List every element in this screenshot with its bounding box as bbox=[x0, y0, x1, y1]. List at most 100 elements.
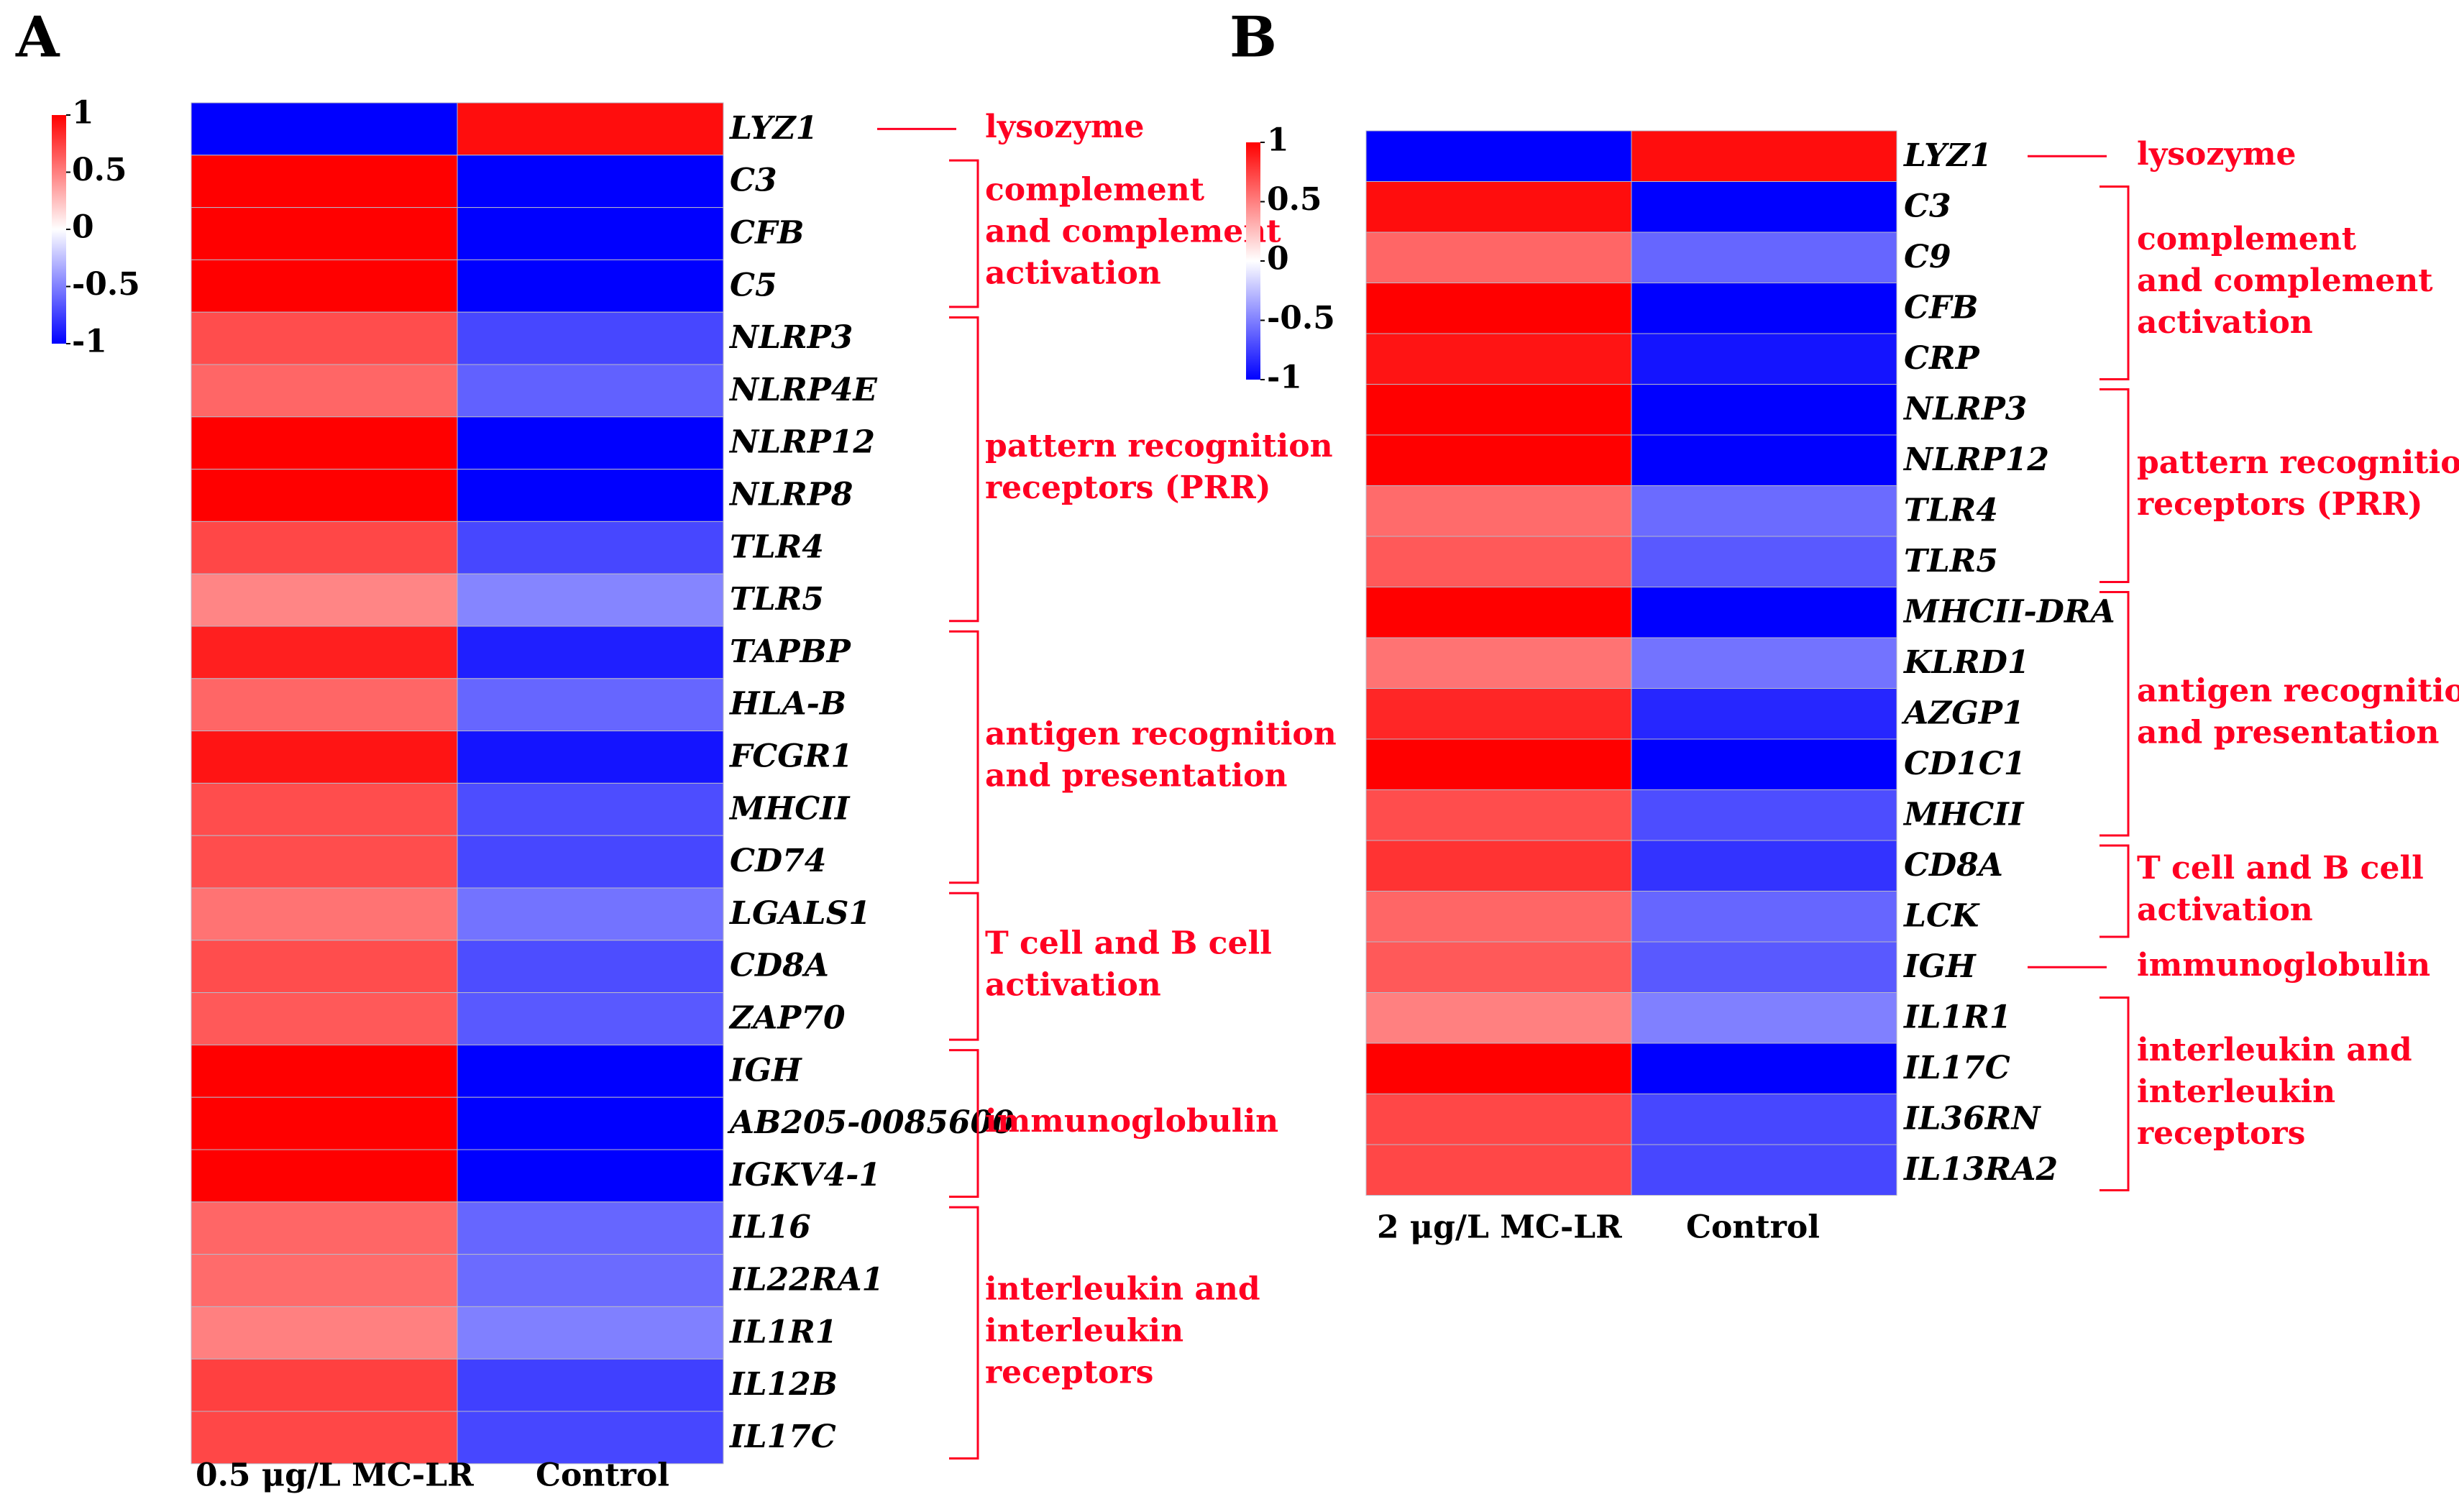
gene-label: IL12B bbox=[728, 1366, 838, 1403]
heatmap-cell bbox=[1365, 333, 1632, 385]
group-label: antigen recognition bbox=[2137, 672, 2459, 709]
heatmap-cell bbox=[191, 730, 458, 784]
heatmap-cell bbox=[191, 573, 458, 627]
heatmap-cell bbox=[191, 1254, 458, 1307]
heatmap-cell bbox=[457, 364, 724, 418]
column-label: 2 μg/L MC-LR bbox=[1377, 1209, 1622, 1246]
heatmap-cell bbox=[191, 887, 458, 941]
gene-label: C3 bbox=[730, 162, 777, 199]
heatmap-cell bbox=[457, 1306, 724, 1360]
heatmap-cell bbox=[1365, 232, 1632, 283]
group-label: and presentation bbox=[2137, 714, 2440, 751]
group-bracket bbox=[949, 630, 979, 884]
gene-label: NLRP3 bbox=[1902, 390, 2027, 427]
heatmap-cell bbox=[1631, 181, 1897, 233]
heatmap-cell bbox=[191, 1096, 458, 1150]
heatmap-panel-b: B 1 0.5 0 -0.5 -1 LYZ1 C3 C9 CFB CRP NLRP3 NLRP12 TLR… bbox=[1230, 5, 2459, 1246]
group-bracket bbox=[2099, 388, 2130, 583]
group-label: pattern recognition bbox=[985, 428, 1333, 464]
colorbar-tick-label: -0.5 bbox=[1267, 300, 1335, 336]
gene-label: CRP bbox=[1904, 340, 1981, 377]
gene-label: C5 bbox=[730, 267, 777, 303]
heatmap-cell bbox=[1631, 434, 1897, 486]
group-bracket bbox=[2099, 996, 2130, 1191]
gene-label: IGH bbox=[728, 1052, 802, 1089]
heatmap-cell bbox=[191, 1411, 458, 1465]
gene-label: MHCII bbox=[728, 790, 851, 827]
heatmap-cell bbox=[1365, 840, 1632, 892]
heatmap-cell bbox=[1365, 283, 1632, 334]
gene-label: TLR5 bbox=[730, 581, 824, 618]
heatmap-cell bbox=[191, 1201, 458, 1255]
gene-label: IL13RA2 bbox=[1902, 1151, 2058, 1188]
heatmap-cell bbox=[457, 678, 724, 732]
heatmap-cell bbox=[457, 1201, 724, 1255]
heatmap-cell bbox=[191, 521, 458, 574]
group-label: antigen recognition bbox=[985, 716, 1337, 753]
group-label: immunoglobulin bbox=[2137, 947, 2430, 984]
heatmap-cell bbox=[1631, 941, 1897, 993]
heatmap-cell bbox=[457, 1358, 724, 1412]
heatmap-cell bbox=[457, 992, 724, 1045]
heatmap-cell bbox=[1631, 333, 1897, 385]
heatmap-cell bbox=[1365, 485, 1632, 537]
heatmap-cell bbox=[1365, 941, 1632, 993]
panel-label: A bbox=[15, 5, 60, 70]
group-bracket bbox=[949, 316, 979, 623]
gene-label: CFB bbox=[730, 215, 804, 252]
heatmap-cell bbox=[457, 1149, 724, 1203]
gene-label: TLR5 bbox=[1904, 543, 1998, 579]
group-label: T cell and B cell bbox=[985, 925, 1272, 962]
gene-label: NLRP4E bbox=[728, 372, 878, 408]
group-label: receptors bbox=[985, 1354, 1153, 1390]
heatmap-cell bbox=[191, 835, 458, 889]
heatmap-cell bbox=[457, 469, 724, 522]
heatmap-cell bbox=[1365, 130, 1632, 182]
heatmap-cell bbox=[1365, 789, 1632, 841]
group-label: complement bbox=[985, 172, 1205, 209]
heatmap-cell bbox=[191, 992, 458, 1045]
heatmap-cell bbox=[1631, 1043, 1897, 1094]
heatmap-cell bbox=[1365, 1144, 1632, 1196]
heatmap-cell bbox=[457, 835, 724, 889]
gene-label: LCK bbox=[1902, 897, 1980, 934]
gene-label: FCGR1 bbox=[728, 738, 853, 775]
group-label: pattern recognition bbox=[2137, 444, 2459, 481]
heatmap-cell bbox=[1631, 738, 1897, 790]
group-label: receptors bbox=[2137, 1115, 2305, 1152]
heatmap-cell bbox=[1365, 738, 1632, 790]
gene-label: CD74 bbox=[730, 843, 826, 879]
heatmap-cell bbox=[457, 782, 724, 836]
gene-label: IL17C bbox=[728, 1419, 836, 1455]
heatmap-cell bbox=[1631, 992, 1897, 1044]
gene-label: KLRD1 bbox=[1902, 644, 2030, 681]
colorbar-tick-label: -1 bbox=[1267, 359, 1302, 396]
group-label: lysozyme bbox=[985, 109, 1145, 145]
gene-label: NLRP12 bbox=[1902, 441, 2049, 478]
heatmap-cell bbox=[1365, 434, 1632, 486]
column-label: Control bbox=[1686, 1209, 1820, 1246]
gene-label: MHCII-DRA bbox=[1902, 593, 2115, 630]
heatmap-cell bbox=[457, 155, 724, 209]
colorbar bbox=[52, 115, 66, 344]
gene-label: CD8A bbox=[1904, 847, 2003, 884]
gene-label: NLRP8 bbox=[728, 477, 853, 513]
heatmap-cell bbox=[191, 416, 458, 470]
gene-label: AZGP1 bbox=[1901, 695, 2025, 731]
heatmap-cell bbox=[191, 469, 458, 522]
heatmap-cell bbox=[457, 1411, 724, 1465]
gene-label: HLA-B bbox=[728, 686, 846, 723]
group-label: T cell and B cell bbox=[2137, 850, 2424, 886]
colorbar-tick-label: 0.5 bbox=[1267, 181, 1322, 218]
gene-label: CFB bbox=[1904, 289, 1978, 326]
heatmap-cell bbox=[191, 626, 458, 679]
gene-label: C3 bbox=[1904, 188, 1951, 224]
heatmap-cell bbox=[457, 573, 724, 627]
heatmap-cell bbox=[1365, 1094, 1632, 1145]
group-label: and complement bbox=[2137, 262, 2433, 299]
gene-label: LGALS1 bbox=[728, 895, 871, 932]
heatmap-cell bbox=[191, 678, 458, 732]
group-bracket bbox=[949, 892, 979, 1041]
gene-label: IGH bbox=[1902, 948, 1977, 985]
